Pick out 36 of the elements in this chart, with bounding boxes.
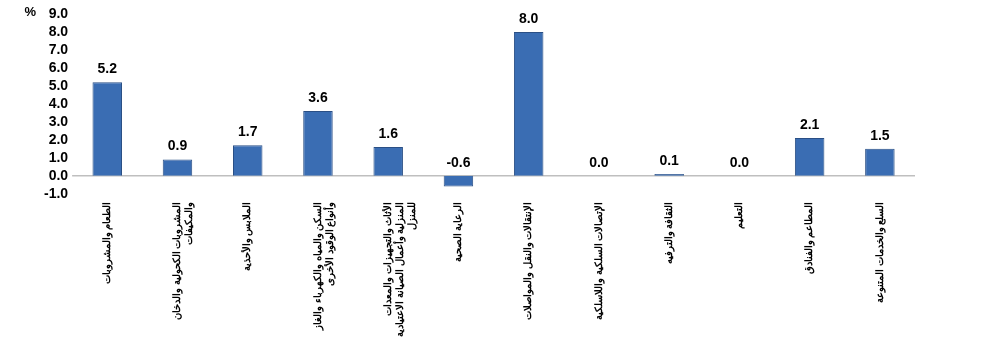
y-tick-label: 7.0 [48, 40, 69, 57]
data-label: 3.6 [308, 88, 328, 105]
y-tick-label: 6.0 [48, 58, 69, 75]
x-tick-label: الرعاية الصحية [452, 201, 465, 263]
x-tick-label: الملابس والأحذية [241, 201, 254, 272]
data-label: 1.5 [870, 126, 890, 143]
x-tick-label: السلع والخدمات المتنوعة [873, 201, 886, 304]
y-tick-label: 5.0 [48, 76, 69, 93]
y-tick-label: -1.0 [44, 184, 69, 201]
x-tick-label: المطاعم والفنادق [803, 201, 816, 275]
x-tick-label: الإتصالات السلكية واللاسلكية [592, 201, 605, 321]
data-label: 0.9 [167, 137, 188, 154]
x-tick-label: السكن والمياه والكهرباء والغاز وأنواع الوقود الأخرى [311, 201, 336, 332]
data-label: 0.0 [589, 153, 609, 170]
y-tick-label: 0.0 [48, 166, 69, 183]
data-label: 0.0 [729, 153, 750, 170]
x-tick-label: الثقافة والترفيه [662, 201, 675, 265]
x-tick-label: الطعام والمشروبات [100, 201, 113, 285]
data-label: 2.1 [799, 115, 820, 132]
x-tick-label: التعليم [733, 201, 746, 229]
data-label: 0.1 [659, 151, 680, 168]
y-tick-label: 1.0 [48, 148, 69, 165]
y-tick-label: 9.0 [48, 4, 69, 21]
x-tick-label: المشروبات الكحولية والدخان والمكيفات [171, 201, 196, 321]
data-label: 5.2 [97, 60, 118, 77]
y-tick-label: 4.0 [48, 94, 69, 111]
y-axis-title: % [24, 3, 37, 19]
data-label: 8.0 [518, 9, 539, 26]
y-tick-label: 8.0 [48, 22, 69, 39]
data-label: -0.6 [446, 153, 471, 170]
x-tick-label: الإنتقالات والنقل والمواصلات [522, 201, 535, 321]
y-tick-label: 2.0 [48, 130, 69, 147]
data-label: 1.7 [237, 123, 258, 140]
x-tick-label: الأثاث والتجهيزات والمعدات المنزلية وأعمال الصيانة الاعتيادية للمنزل [381, 201, 418, 338]
y-tick-label: 3.0 [48, 112, 69, 129]
data-label: 1.6 [378, 124, 399, 141]
